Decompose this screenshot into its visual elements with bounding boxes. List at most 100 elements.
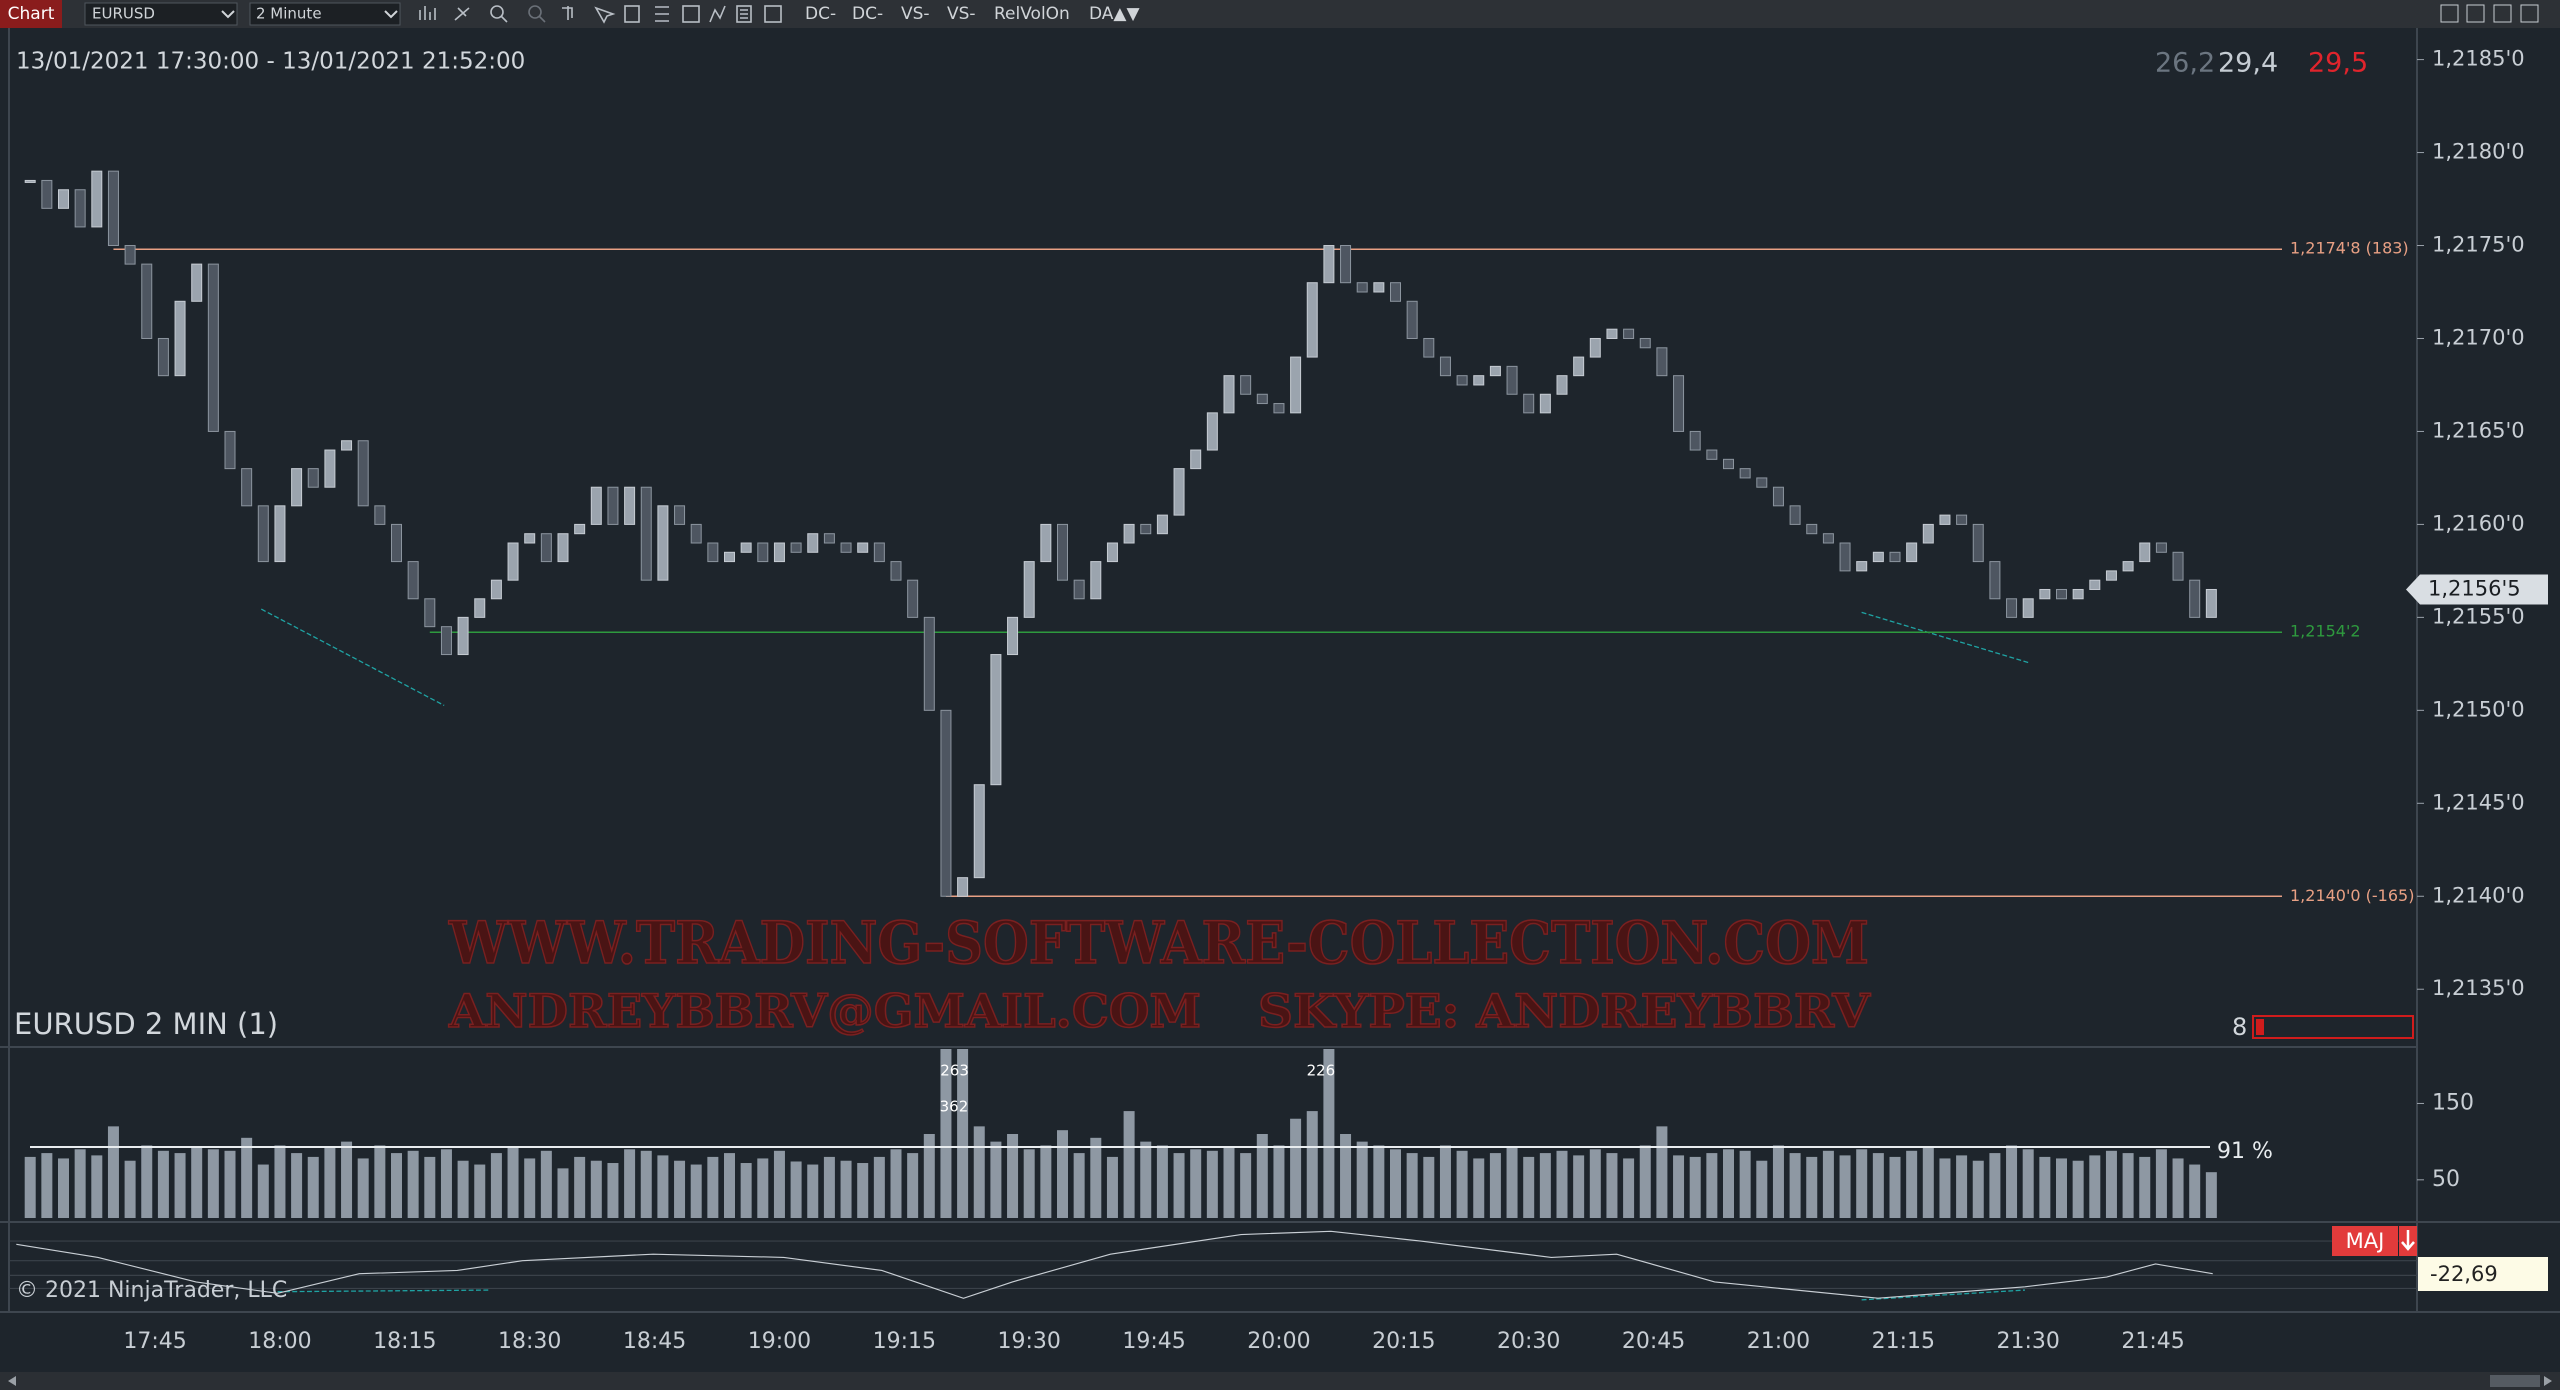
candle [274,505,286,563]
volume-bar [840,1160,852,1218]
volume-bar [773,1150,785,1218]
candle [1123,523,1135,544]
stat: 29,4 [2218,48,2278,79]
tool-icons [419,5,782,24]
volume-bar [157,1150,169,1218]
candle [1373,282,1385,293]
volume-bar [1689,1156,1701,1218]
candle [1140,523,1152,535]
maj-label: MAJ [2346,1229,2385,1253]
candle [1839,542,1851,572]
toolbar-button[interactable]: RelVolOn [994,4,1070,24]
volume-bar [1123,1111,1135,1218]
window-controls [2440,4,2539,23]
volume-bar [1789,1153,1801,1218]
scrollbar[interactable] [0,1372,2560,1390]
candle [291,468,303,507]
watermark-email: ANDREYBBRV@GMAIL.COM [448,984,1201,1038]
candle [1290,356,1302,414]
volume-bar [1723,1149,1734,1218]
candle [391,523,402,563]
volume-bar [857,1163,869,1218]
volume-bar [1439,1145,1451,1218]
x-tick-label: 19:00 [748,1329,811,1354]
candle [241,468,253,507]
volume-bar [1673,1155,1685,1218]
scroll-thumb[interactable] [2490,1375,2540,1387]
counter: 8 [2232,1013,2247,1041]
toolbar-button[interactable]: DA▲▼ [1089,4,1140,24]
volume-bar [1356,1141,1368,1218]
chart-tab[interactable] [0,0,62,28]
candle [2072,588,2084,600]
candle [640,486,652,581]
candle [1872,551,1884,563]
volume-bar [1989,1153,2001,1218]
candle [524,533,536,544]
candle [873,542,885,563]
candle [890,561,902,581]
volume-bar [2105,1150,2117,1218]
candle [1523,393,1535,414]
candle [2189,579,2201,618]
volume-bar [540,1150,552,1218]
volume-bar [1173,1153,1185,1218]
volume-bar [424,1156,436,1218]
volume-bar [1889,1156,1901,1218]
volume-bar [1057,1130,1068,1218]
volume-bar [590,1160,602,1218]
volume-bar [2189,1164,2201,1218]
y-tick-label: 50 [2432,1167,2460,1192]
candle [1456,375,1468,386]
y-tick-label: 1,2165'0 [2432,418,2525,442]
watermark-skype: SKYPE: ANDREYBBRV [1258,984,1871,1038]
volume-bar [1872,1153,1884,1218]
candle [1689,430,1701,451]
price-tag-label: 1,2156'5 [2428,576,2521,600]
candle [823,533,835,544]
candle [1340,245,1352,284]
candle [1156,514,1168,535]
toolbar-button[interactable]: DC- [805,4,836,24]
volume-bar [357,1158,369,1218]
candle [1040,523,1052,563]
volume-bar [2039,1156,2051,1218]
candle [1539,393,1551,414]
candle [1506,365,1518,395]
y-tick-label: 1,2180'0 [2432,140,2525,164]
volume-bar [324,1147,336,1218]
candle [1889,551,1901,563]
volume-bar [1623,1158,1635,1218]
volume-bar [1489,1153,1501,1218]
volume-bar [107,1126,119,1218]
candle [91,170,103,228]
candle [1956,514,1968,525]
volume-bar [1589,1149,1601,1218]
volume-bar [1656,1126,1668,1218]
volume-bar [1340,1134,1352,1218]
candle [1756,477,1768,488]
volume-bar [1256,1134,1268,1218]
volume-bar [1972,1160,1984,1218]
candle [174,300,186,377]
watermark: WWW.TRADING-SOFTWARE-COLLECTION.COM ANDR… [447,908,1872,1039]
toolbar-button[interactable]: DC- [852,4,883,24]
volume-bar [990,1141,1002,1218]
candle [1190,449,1202,470]
pane-borders [0,28,2560,1313]
interval-select[interactable] [249,2,401,26]
volume-bar [1523,1156,1535,1218]
toolbar-button[interactable]: VS- [901,4,930,24]
x-tick-label: 20:00 [1247,1329,1310,1354]
volume-bar [1556,1150,1568,1218]
threshold-label: 91 % [2217,1139,2273,1164]
candle [674,505,686,525]
y-tick-label: 1,2160'0 [2432,511,2525,535]
volume-bar [224,1150,236,1218]
candle [557,533,569,563]
toolbar-button[interactable]: VS- [947,4,976,24]
volume-bar [1090,1137,1102,1218]
volume-bar [690,1164,702,1218]
volume-bar [41,1153,53,1218]
instrument-select[interactable] [84,2,238,26]
